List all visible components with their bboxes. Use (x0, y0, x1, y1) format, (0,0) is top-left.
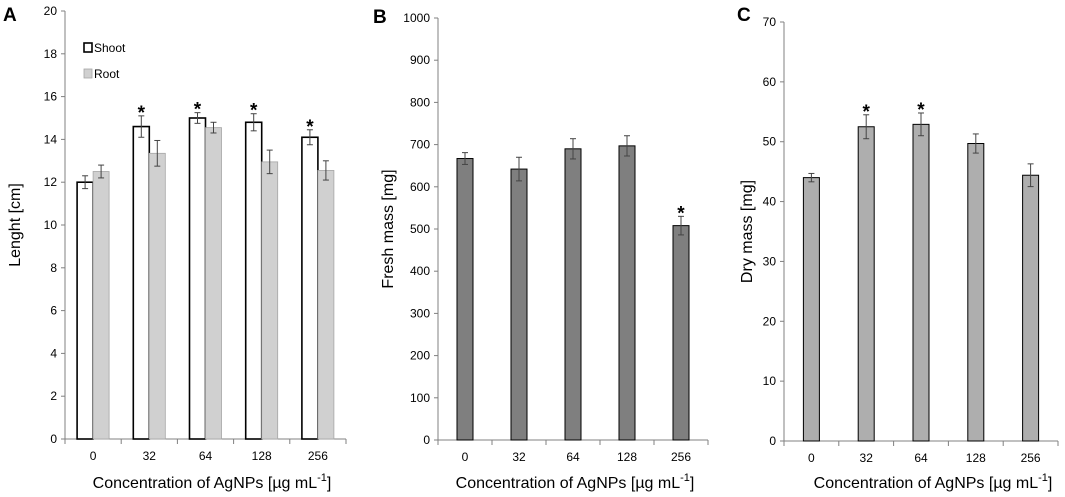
x-axis-label: Concentration of AgNPs [µg mL-1] (814, 472, 1053, 492)
y-tick-label: 20 (44, 4, 58, 18)
x-axis-label-text: Concentration of AgNPs [µg mL (456, 475, 681, 492)
x-tick-label: 256 (671, 450, 691, 464)
x-axis-label-sup: -1 (317, 472, 327, 484)
legend-swatch-root (83, 68, 93, 79)
y-tick-label: 4 (50, 346, 57, 360)
bar-a-root-256 (317, 170, 335, 440)
y-tick-label: 18 (44, 47, 58, 61)
x-tick-label: 128 (617, 450, 637, 464)
y-tick-label: 60 (763, 75, 777, 89)
x-axis-label-sup: -1 (680, 472, 690, 484)
panel-b: B 0 100 200 300 400 500 600 700 800 900 1000 0 32 64 12… (373, 7, 709, 492)
y-tick-label: 700 (410, 138, 430, 152)
bar-b-values-256 (672, 225, 690, 441)
x-tick-label: 32 (512, 450, 526, 464)
bar-a-shoot-128 (244, 121, 263, 440)
bar-a-root-0 (92, 171, 110, 440)
bar-c-values-0 (802, 177, 820, 442)
y-tick-label: 0 (769, 434, 776, 448)
x-tick-label: 32 (860, 451, 874, 465)
y-tick-label: 2 (50, 389, 57, 403)
bar-a-root-64 (205, 127, 222, 440)
x-tick-label: 64 (566, 450, 580, 464)
significance-star: * (862, 102, 870, 123)
y-tick-label: 30 (763, 254, 777, 268)
bar-a-root-128 (261, 161, 279, 440)
x-axis-label-end: ] (1048, 475, 1052, 492)
x-tick-label: 128 (252, 449, 272, 463)
x-axis-label-text: Concentration of AgNPs [µg mL (93, 475, 318, 492)
y-tick-label: 300 (410, 306, 430, 320)
significance-star: * (677, 203, 685, 224)
y-tick-label: 10 (44, 218, 58, 232)
bar-a-shoot-0 (76, 181, 94, 440)
x-axis-label: Concentration of AgNPs [µg mL-1] (456, 472, 695, 492)
bar-c-values-256 (1022, 174, 1040, 442)
y-tick-label: 6 (50, 304, 57, 318)
x-tick-label: 32 (143, 449, 157, 463)
panel-label: C (737, 5, 751, 26)
bar-b-values-0 (456, 158, 474, 441)
significance-star: * (917, 100, 925, 121)
significance-star: * (250, 101, 258, 122)
y-tick-label: 70 (763, 15, 777, 29)
y-tick-label: 600 (410, 180, 430, 194)
bar-a-root-32 (148, 152, 166, 440)
legend-swatch-shoot (83, 42, 93, 53)
x-axis-label-text: Concentration of AgNPs [µg mL (814, 475, 1039, 492)
y-tick-label: 20 (763, 314, 777, 328)
y-tick-label: 16 (44, 90, 58, 104)
y-tick-label: 900 (410, 53, 430, 67)
bar-b-values-128 (618, 145, 636, 441)
y-tick-label: 12 (44, 175, 58, 189)
y-axis-label: Dry mass [mg] (739, 180, 756, 283)
y-tick-label: 14 (44, 132, 58, 146)
significance-star: * (138, 103, 146, 124)
x-tick-label: 0 (808, 451, 815, 465)
legend-label-shoot: Shoot (94, 41, 126, 55)
bar-c-values-64 (912, 123, 930, 442)
bar-a-shoot-256 (301, 136, 319, 440)
x-tick-label: 128 (966, 451, 986, 465)
x-tick-label: 0 (462, 450, 469, 464)
bar-b-values-64 (564, 148, 582, 441)
x-axis-label-end: ] (327, 475, 331, 492)
y-tick-label: 50 (763, 135, 777, 149)
x-axis-label-sup: -1 (1038, 472, 1048, 484)
x-tick-label: 0 (90, 449, 97, 463)
bar-a-shoot-64 (188, 117, 207, 440)
y-axis-label: Fresh mass [mg] (380, 169, 397, 288)
bar-b-values-32 (510, 168, 528, 441)
bar-a-shoot-32 (132, 125, 151, 440)
x-axis-label: Concentration of AgNPs [µg mL-1] (93, 472, 332, 492)
y-tick-label: 1000 (403, 11, 430, 25)
y-tick-label: 10 (763, 374, 777, 388)
y-tick-label: 0 (423, 433, 430, 447)
y-tick-label: 200 (410, 349, 430, 363)
panel-a: A 0 2 4 6 8 10 12 14 16 18 20 0 32 64 128 256 * * * * Lenght … (3, 4, 347, 492)
x-tick-label: 256 (1021, 451, 1041, 465)
x-tick-label: 256 (308, 449, 328, 463)
y-tick-label: 800 (410, 95, 430, 109)
y-tick-label: 400 (410, 264, 430, 278)
y-tick-label: 8 (50, 261, 57, 275)
bar-c-values-128 (967, 143, 985, 442)
significance-star: * (306, 117, 314, 138)
x-tick-label: 64 (914, 451, 928, 465)
bar-c-values-32 (857, 126, 875, 442)
y-tick-label: 0 (50, 432, 57, 446)
y-tick-label: 100 (410, 391, 430, 405)
panel-label: A (3, 5, 17, 26)
significance-star: * (194, 100, 202, 121)
y-tick-label: 40 (763, 195, 777, 209)
legend: Shoot Root (83, 41, 126, 81)
panel-c: C 0 10 20 30 40 50 60 70 0 32 64 128 256 * * Dry mass [m… (737, 5, 1059, 492)
x-axis-label-end: ] (690, 475, 694, 492)
panel-label: B (373, 7, 387, 28)
x-tick-label: 64 (199, 449, 213, 463)
y-axis-label: Lenght [cm] (7, 183, 24, 267)
legend-label-root: Root (94, 67, 120, 81)
y-tick-label: 500 (410, 222, 430, 236)
